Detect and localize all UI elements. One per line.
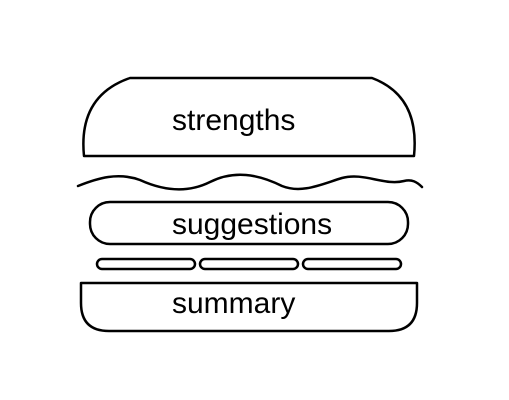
patty-shape (88, 200, 410, 246)
cheese-strips-icon (95, 257, 403, 271)
top-bun-label: strengths (172, 104, 295, 137)
top-bun: strengths (82, 76, 416, 158)
cheese-strip (95, 257, 197, 271)
patty-label: suggestions (172, 208, 332, 241)
lettuce-wave-icon (76, 173, 424, 191)
bottom-bun-shape (79, 281, 419, 333)
cheese-strip (301, 257, 403, 271)
cheese-strip (198, 257, 300, 271)
patty: suggestions (88, 200, 410, 246)
bottom-bun-label: summary (172, 287, 295, 320)
top-bun-shape (82, 76, 416, 158)
bottom-bun: summary (79, 281, 419, 333)
